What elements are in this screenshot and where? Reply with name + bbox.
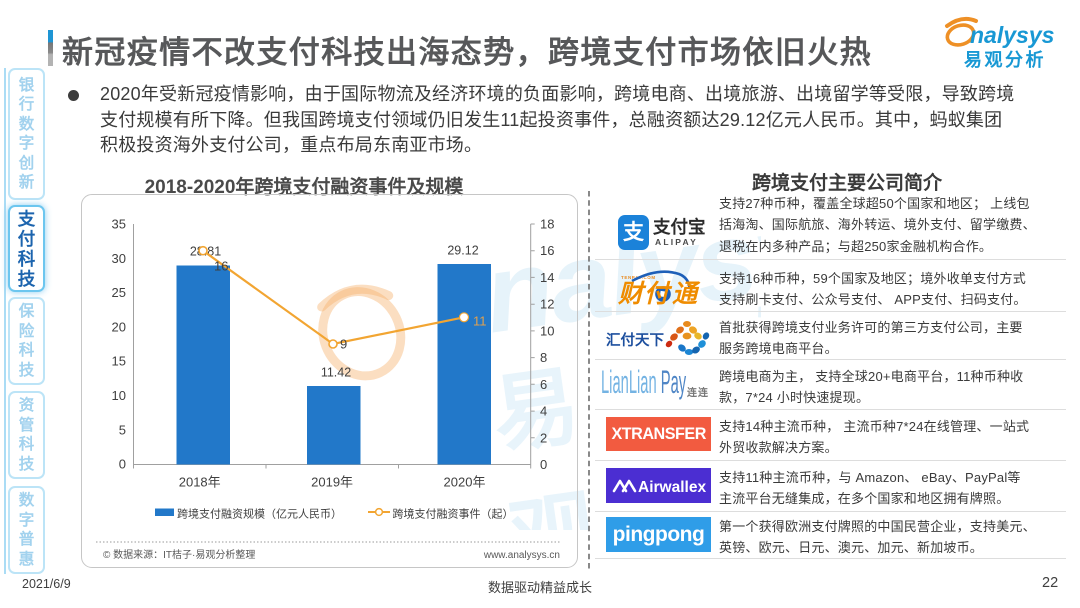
svg-text:2018年: 2018年 [179,475,221,490]
svg-text:跨境支付融资事件（起）: 跨境支付融资事件（起） [393,507,514,521]
svg-text:25: 25 [112,285,126,300]
svg-text:Airwallex: Airwallex [638,479,706,496]
svg-text:4: 4 [540,404,547,419]
svg-text:9: 9 [340,337,347,352]
svg-text:© 数据来源：IT桔子·易观分析整理: © 数据来源：IT桔子·易观分析整理 [103,548,255,561]
svg-text:6: 6 [540,377,547,392]
svg-text:2020年: 2020年 [444,475,486,490]
svg-text:跨境支付融资规模（亿元人民币）: 跨境支付融资规模（亿元人民币） [177,507,342,521]
svg-text:5: 5 [119,422,126,437]
svg-text:财付通: 财付通 [618,280,701,308]
svg-text:0: 0 [540,457,547,472]
svg-text:20: 20 [112,319,126,334]
svg-text:11.42: 11.42 [321,365,351,379]
svg-text:nalysys: nalysys [970,22,1054,48]
svg-text:12: 12 [540,297,554,312]
svg-text:10: 10 [540,323,554,338]
svg-text:15: 15 [112,354,126,369]
svg-text:0: 0 [119,457,126,472]
svg-text:18: 18 [540,217,554,232]
svg-text:11: 11 [473,314,487,329]
svg-text:www.analysys.cn: www.analysys.cn [483,550,560,561]
svg-text:8: 8 [540,350,547,365]
svg-text:35: 35 [112,217,126,232]
svg-text:30: 30 [112,251,126,266]
svg-text:10: 10 [112,388,126,403]
svg-text:易观分析: 易观分析 [964,49,1046,70]
svg-text:16: 16 [214,259,228,274]
svg-text:14: 14 [540,270,554,285]
svg-text:2019年: 2019年 [311,475,353,490]
svg-text:16: 16 [540,243,554,258]
svg-text:2: 2 [540,430,547,445]
svg-text:29.12: 29.12 [447,243,478,257]
